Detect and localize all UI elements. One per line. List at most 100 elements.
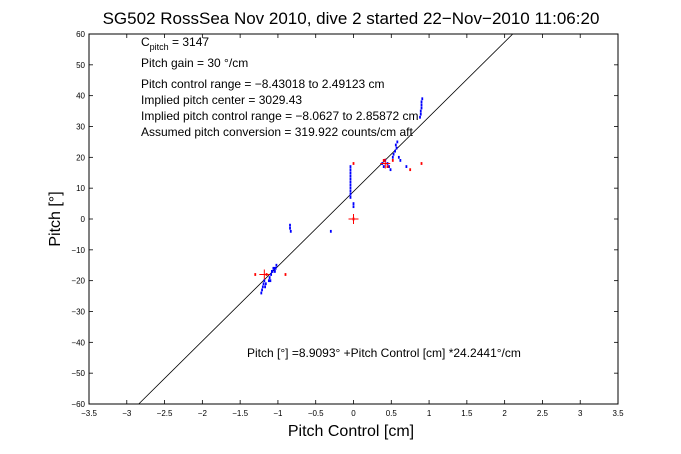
y-tick-label: −10 — [71, 246, 85, 255]
data-point-blue — [397, 155, 400, 159]
data-point-blue — [349, 196, 352, 199]
data-point-blue — [269, 279, 272, 283]
y-tick-label: 0 — [81, 215, 86, 224]
data-point-blue — [399, 159, 402, 162]
data-point-blue — [391, 155, 394, 159]
data-point-blue — [349, 183, 352, 187]
fit-line-layer — [138, 33, 514, 405]
data-point-blue — [419, 109, 422, 113]
annotation-implied-pitch-center: Implied pitch center = 3029.43 — [141, 93, 302, 107]
data-point-blue — [349, 186, 352, 190]
plus-marker — [380, 158, 391, 169]
x-tick-label: −0.5 — [308, 409, 324, 418]
data-point-blue — [405, 165, 408, 168]
data-point-red — [391, 159, 394, 162]
data-point-blue — [352, 202, 355, 205]
data-point-blue — [261, 288, 263, 292]
data-point-red — [386, 165, 389, 168]
x-axis-label: Pitch Control [cm] — [288, 423, 414, 440]
data-point-blue — [275, 263, 278, 267]
data-point-blue — [419, 112, 422, 116]
data-point-blue — [420, 100, 423, 104]
x-tick-label: −2.5 — [157, 409, 173, 418]
data-point-blue — [267, 279, 270, 283]
x-tick-label: 2 — [502, 409, 507, 418]
data-point-blue — [349, 174, 352, 178]
x-tick-label: −1 — [273, 409, 283, 418]
data-point-blue — [389, 168, 392, 172]
y-tick-label: −50 — [71, 369, 85, 378]
chart-title: SG502 RossSea Nov 2010, dive 2 started 2… — [103, 9, 600, 28]
data-point-blue — [349, 189, 352, 193]
data-point-blue — [394, 143, 397, 147]
annotation-pitch-conversion: Assumed pitch conversion = 319.922 count… — [141, 125, 413, 139]
annotation-layer: Cpitch = 3147 Pitch gain = 30 °/cm Pitch… — [141, 35, 521, 360]
data-point-blue — [352, 205, 355, 209]
data-point-blue — [349, 168, 352, 172]
y-tick-label: 60 — [76, 30, 85, 39]
data-point-blue — [262, 282, 265, 286]
data-point-blue — [260, 291, 263, 295]
y-tick-label: 40 — [76, 92, 85, 101]
data-point-blue — [268, 276, 271, 279]
data-point-blue — [261, 285, 264, 289]
c-pitch-value: = 3147 — [169, 35, 210, 49]
data-point-blue — [419, 115, 421, 119]
data-point-blue — [273, 266, 276, 270]
c-pitch-annotation: Cpitch = 3147 — [141, 35, 209, 52]
x-tick-label: −2 — [198, 409, 208, 418]
data-point-blue — [395, 146, 398, 150]
x-tick-label: −3 — [122, 409, 132, 418]
data-point-red — [420, 162, 423, 165]
y-tick-label: 10 — [76, 184, 85, 193]
data-point-blue — [349, 171, 352, 175]
data-point-blue — [274, 270, 276, 273]
data-point-blue — [382, 165, 385, 168]
c-pitch-subscript: pitch — [150, 42, 169, 52]
x-tick-label: 3.5 — [612, 409, 624, 418]
data-point-blue — [264, 282, 267, 286]
x-tick-label: 1.5 — [461, 409, 473, 418]
y-tick-label: 30 — [76, 123, 85, 132]
plus-marker — [348, 214, 359, 224]
data-point-red — [409, 168, 412, 172]
data-point-red — [284, 273, 287, 276]
data-point-blue — [421, 97, 424, 101]
fit-equation-annotation: Pitch [°] =8.9093° +Pitch Control [cm] *… — [247, 346, 521, 360]
axes-layer: −3.5 −3 −2.5 −2 −1.5 −1 −0.5 0 0.5 1 1.5 2 2.5 3 3.5 −6… — [71, 30, 624, 418]
x-tick-label: 3 — [578, 409, 583, 418]
data-point-blue — [388, 165, 390, 168]
x-tick-label: 0 — [351, 409, 356, 418]
y-tick-label: −20 — [71, 277, 85, 286]
y-tick-label: −60 — [71, 400, 85, 409]
y-tick-label: 20 — [76, 153, 85, 162]
annotation-implied-control-range: Implied pitch control range = −8.0627 to… — [141, 109, 419, 123]
fit-line — [138, 33, 514, 405]
data-point-red — [382, 159, 385, 162]
y-tick-label: 50 — [76, 61, 85, 70]
data-point-blue — [349, 180, 352, 184]
data-point-blue — [329, 229, 332, 233]
data-point-red — [352, 162, 355, 165]
data-point-blue — [396, 140, 399, 144]
data-point-blue — [289, 223, 291, 227]
x-tick-label: −1.5 — [232, 409, 248, 418]
y-axis-label: Pitch [°] — [47, 191, 64, 246]
y-tick-label: −30 — [71, 308, 85, 317]
annotation-pitch-control-range: Pitch control range = −8.43018 to 2.4912… — [141, 77, 385, 91]
data-point-blue — [349, 192, 352, 196]
data-point-blue — [349, 165, 352, 168]
data-point-blue — [394, 149, 396, 153]
x-tick-label: 1 — [427, 409, 432, 418]
c-pitch-letter: C — [141, 35, 150, 49]
data-points-layer — [254, 97, 424, 295]
data-point-red — [254, 273, 257, 276]
y-tick-label: −40 — [71, 338, 85, 347]
x-tick-label: 2.5 — [537, 409, 549, 418]
annotation-pitch-gain: Pitch gain = 30 °/cm — [141, 56, 248, 70]
data-point-blue — [349, 177, 352, 181]
plus-marker — [259, 269, 270, 280]
data-point-blue — [420, 106, 423, 110]
data-point-blue — [270, 273, 273, 276]
